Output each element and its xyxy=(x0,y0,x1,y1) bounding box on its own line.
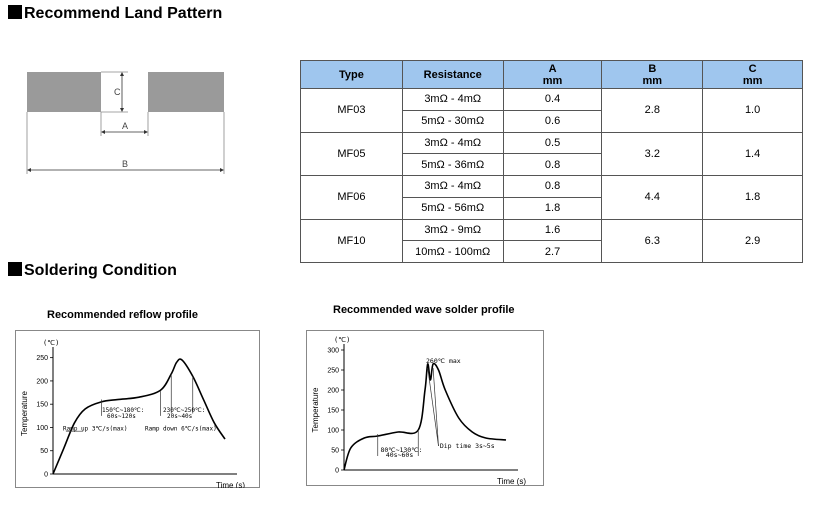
section-heading-land-pattern: Recommend Land Pattern xyxy=(8,5,222,23)
y-tick-label: 150 xyxy=(327,408,339,415)
square-bullet-icon xyxy=(8,262,22,276)
section-heading-soldering: Soldering Condition xyxy=(8,262,177,280)
y-tick-label: 100 xyxy=(36,425,48,432)
wave-chart-title: Recommended wave solder profile xyxy=(333,304,515,316)
right-pad xyxy=(148,72,224,112)
cell-b: 3.2 xyxy=(601,131,704,176)
section-title: Recommend Land Pattern xyxy=(24,5,223,22)
x-axis-label: Time (s) xyxy=(216,481,245,488)
y-tick-label: 200 xyxy=(36,378,48,385)
reflow-chart-title: Recommended reflow profile xyxy=(47,309,198,321)
y-tick-label: 250 xyxy=(327,368,339,375)
table-row: MF03 3mΩ - 4mΩ 0.4 2.8 1.0 xyxy=(300,88,803,133)
land-pattern-diagram: C A B xyxy=(26,71,225,174)
reflow-profile-chart: (℃) 0 50 100 150 200 250 Temperature Time (s) 150… xyxy=(15,330,260,488)
cell-resistance: 3mΩ - 4mΩ xyxy=(401,88,504,111)
preheat-temp-label: 150℃~180℃: xyxy=(102,407,144,414)
cell-a: 0.8 xyxy=(502,175,603,198)
header-resistance: Resistance xyxy=(401,60,504,89)
y-tick-label: 300 xyxy=(327,348,339,355)
table-row: MF06 3mΩ - 4mΩ 0.8 4.4 1.8 xyxy=(300,175,803,220)
cell-type: MF10 xyxy=(300,218,403,263)
cell-a: 1.8 xyxy=(502,196,603,220)
ramp-up-label: Ramp up 3℃/s(max) xyxy=(63,426,128,433)
y-tick-label: 0 xyxy=(44,472,48,479)
profile-curve xyxy=(343,362,507,471)
table-row: 5mΩ - 30mΩ 0.6 xyxy=(301,109,803,133)
dimension-c-label: C xyxy=(114,87,121,97)
cell-resistance: 10mΩ - 100mΩ xyxy=(401,240,504,263)
y-tick-label: 200 xyxy=(327,388,339,395)
table-row: MF10 3mΩ - 9mΩ 1.6 6.3 2.9 xyxy=(300,218,803,263)
chart-frame xyxy=(306,330,544,486)
y-tick-label: 50 xyxy=(40,448,48,455)
header-type: Type xyxy=(300,60,403,89)
cell-b: 6.3 xyxy=(601,218,704,263)
cell-type: MF03 xyxy=(300,88,403,133)
y-tick-label: 250 xyxy=(36,355,48,362)
section-title: Soldering Condition xyxy=(24,262,177,279)
left-pad xyxy=(27,72,101,112)
ramp-down-label: Ramp down 6℃/s(max) xyxy=(145,426,217,433)
cell-a: 1.6 xyxy=(502,218,603,242)
y-tick-label: 150 xyxy=(36,402,48,409)
unit-label: (℃) xyxy=(334,336,350,344)
cell-c: 2.9 xyxy=(702,218,803,263)
y-tick-label: 50 xyxy=(331,448,339,455)
cell-c: 1.4 xyxy=(702,131,803,176)
cell-type: MF06 xyxy=(300,175,403,220)
cell-b: 4.4 xyxy=(601,175,704,220)
cell-resistance: 5mΩ - 30mΩ xyxy=(401,109,504,133)
cell-b: 2.8 xyxy=(601,88,704,133)
cell-a: 2.7 xyxy=(502,240,603,263)
dip-time-label: Dip time 3s~5s xyxy=(440,442,495,450)
unit-label: (℃) xyxy=(43,339,59,347)
dip-marker xyxy=(427,367,439,447)
cell-a: 0.6 xyxy=(502,109,603,133)
chart-frame xyxy=(15,330,260,488)
preheat-temp-label: 80℃~130℃: xyxy=(380,446,422,454)
cell-resistance: 3mΩ - 9mΩ xyxy=(401,218,504,242)
x-axis-label: Time (s) xyxy=(497,477,526,486)
wave-solder-profile-chart: (℃) 0 50 100 150 200 250 300 Temperature Time (s)… xyxy=(306,330,544,486)
table-row: MF05 3mΩ - 4mΩ 0.5 3.2 1.4 xyxy=(300,131,803,176)
table-row: 5mΩ - 36mΩ 0.8 xyxy=(301,153,803,176)
cell-resistance: 5mΩ - 56mΩ xyxy=(401,196,504,220)
cell-resistance: 3mΩ - 4mΩ xyxy=(401,175,504,198)
y-tick-label: 100 xyxy=(327,428,339,435)
cell-a: 0.8 xyxy=(502,153,603,176)
y-axis-label: Temperature xyxy=(311,387,320,432)
square-bullet-icon xyxy=(8,5,22,19)
cell-type: MF05 xyxy=(300,131,403,176)
dimension-a-label: A xyxy=(122,121,128,131)
cell-resistance: 3mΩ - 4mΩ xyxy=(401,131,504,155)
peak-temp-label: 230℃~250℃: xyxy=(163,407,205,414)
y-tick-label: 0 xyxy=(335,468,339,475)
table-row: 10mΩ - 100mΩ 2.7 xyxy=(301,240,803,263)
cell-a: 0.5 xyxy=(502,131,603,155)
cell-a: 0.4 xyxy=(502,88,603,111)
preheat-time-label: 40s~60s xyxy=(386,451,413,459)
peak-label: 260℃ max xyxy=(426,357,461,365)
peak-time-label: 20s~40s xyxy=(167,413,193,420)
cell-c: 1.8 xyxy=(702,175,803,220)
dip-marker xyxy=(432,367,439,447)
cell-c: 1.0 xyxy=(702,88,803,133)
y-axis-label: Temperature xyxy=(20,391,29,436)
profile-curve xyxy=(52,358,226,475)
table-row: 5mΩ - 56mΩ 1.8 xyxy=(301,196,803,220)
dimension-b-label: B xyxy=(122,159,128,169)
cell-resistance: 5mΩ - 36mΩ xyxy=(401,153,504,176)
preheat-time-label: 60s~120s xyxy=(107,413,136,420)
